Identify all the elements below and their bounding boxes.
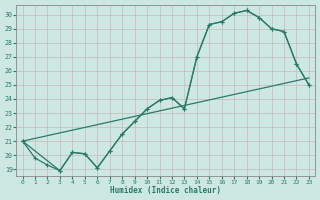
X-axis label: Humidex (Indice chaleur): Humidex (Indice chaleur) <box>110 186 221 195</box>
